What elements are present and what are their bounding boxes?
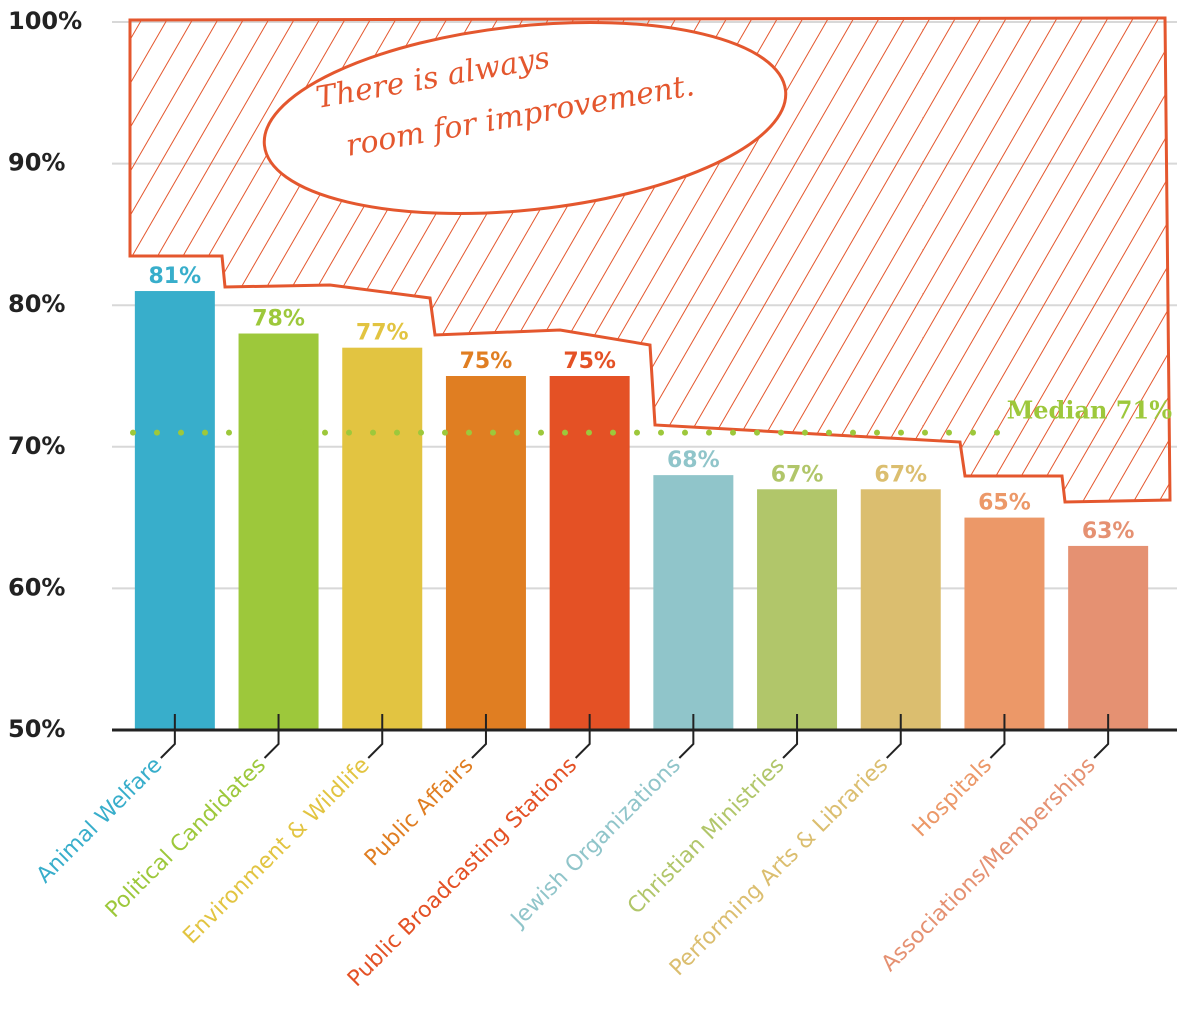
value-label: 67% (771, 462, 824, 487)
leader-line (1093, 714, 1110, 759)
x-tick-label: Hospitals (908, 753, 997, 842)
value-label: 81% (149, 264, 202, 289)
leader-line (782, 714, 799, 759)
leader-line (678, 714, 695, 759)
bar (653, 475, 734, 730)
bar (238, 333, 319, 730)
value-label: 68% (667, 448, 720, 473)
y-tick-label: 90% (8, 149, 65, 177)
y-tick-label: 50% (8, 715, 65, 743)
value-label: 65% (978, 491, 1031, 516)
x-tick-label: Performing Arts & Libraries (665, 753, 893, 981)
y-tick-label: 60% (8, 573, 65, 601)
x-tick-label: Jewish Organizations (505, 753, 686, 934)
x-tick-label: Public Broadcasting Stations (343, 753, 582, 992)
x-tick-label: Public Affairs (360, 753, 478, 871)
value-label: 75% (460, 349, 513, 374)
leader-line (367, 714, 384, 759)
y-tick-label: 100% (8, 7, 82, 35)
value-label: 67% (874, 462, 927, 487)
bar (342, 347, 423, 730)
value-label: 75% (563, 349, 616, 374)
bar (757, 489, 838, 730)
annotation-bubble (262, 20, 788, 216)
bar (134, 291, 215, 730)
leader-line (160, 714, 176, 759)
bar (1068, 545, 1149, 730)
leader-line (263, 714, 280, 759)
y-tick-label: 80% (8, 290, 65, 318)
bar (964, 517, 1045, 730)
leader-line (886, 714, 902, 759)
x-tick-label: Environment & Wildlife (178, 753, 374, 949)
leader-line (989, 714, 1006, 759)
bar (445, 376, 526, 730)
bar (860, 489, 941, 730)
median-label: Median 71% (1007, 396, 1172, 425)
leader-line (471, 714, 487, 759)
leader-line (574, 714, 591, 759)
value-label: 63% (1082, 519, 1135, 544)
bar (549, 376, 630, 730)
value-label: 78% (252, 307, 305, 332)
x-tick-label: Associations/Memberships (877, 753, 1101, 977)
y-tick-label: 70% (8, 432, 65, 460)
value-label: 77% (356, 321, 409, 346)
